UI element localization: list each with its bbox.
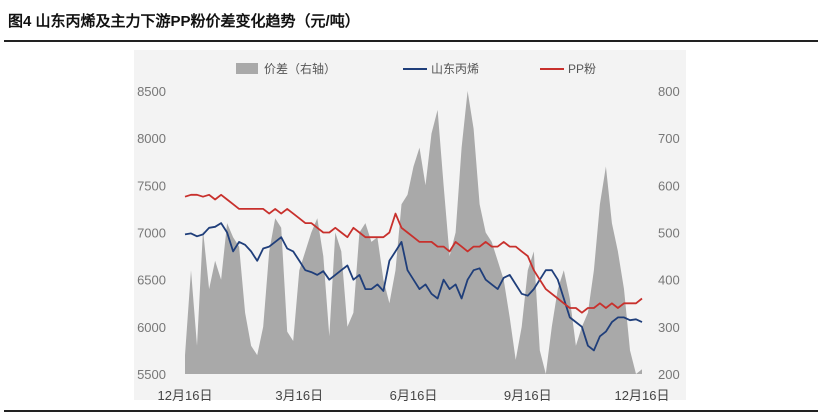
y-left-tick-label: 6500 [137, 273, 166, 288]
spread-area [185, 91, 642, 374]
legend: 价差（右轴） 山东丙烯 PP粉 [236, 61, 596, 76]
legend-label: 山东丙烯 [431, 62, 479, 76]
legend-label: 价差（右轴） [264, 61, 336, 76]
y-left-tick-label: 7000 [137, 226, 166, 241]
y-right-tick-label: 800 [658, 84, 680, 99]
y-left-tick-label: 7500 [137, 178, 166, 193]
x-tick-label: 9月16日 [504, 388, 552, 403]
y-left-tick-label: 5500 [137, 367, 166, 382]
y-left-tick-label: 8500 [137, 84, 166, 99]
y-axis-right: 200 300 400 500 600 700 800 [658, 84, 680, 382]
y-right-tick-label: 300 [658, 320, 680, 335]
y-right-tick-label: 600 [658, 178, 680, 193]
chart-header: 图4 山东丙烯及主力下游PP粉价差变化趋势（元/吨） [0, 0, 822, 42]
y-left-tick-label: 8000 [137, 131, 166, 146]
pp-powder-line [184, 193, 643, 314]
top-divider [4, 40, 818, 42]
x-tick-label: 6月16日 [390, 388, 438, 403]
y-left-tick-label: 6000 [137, 320, 166, 335]
chart-title: 图4 山东丙烯及主力下游PP粉价差变化趋势（元/吨） [8, 13, 360, 30]
x-axis: 12月16日 3月16日 6月16日 9月16日 12月16日 [158, 388, 670, 403]
x-tick-label: 3月16日 [275, 388, 323, 403]
legend-swatch-area [236, 63, 258, 74]
y-right-tick-label: 400 [658, 273, 680, 288]
y-right-tick-label: 700 [658, 131, 680, 146]
y-right-tick-label: 500 [658, 226, 680, 241]
legend-label: PP粉 [568, 62, 596, 76]
x-tick-label: 12月16日 [158, 388, 213, 403]
bottom-divider [4, 410, 818, 412]
x-tick-label: 12月16日 [615, 388, 670, 403]
y-right-tick-label: 200 [658, 367, 680, 382]
spread-area-series [185, 91, 642, 374]
y-axis-left: 5500 6000 6500 7000 7500 8000 8500 [137, 84, 166, 382]
line-series [184, 193, 643, 352]
